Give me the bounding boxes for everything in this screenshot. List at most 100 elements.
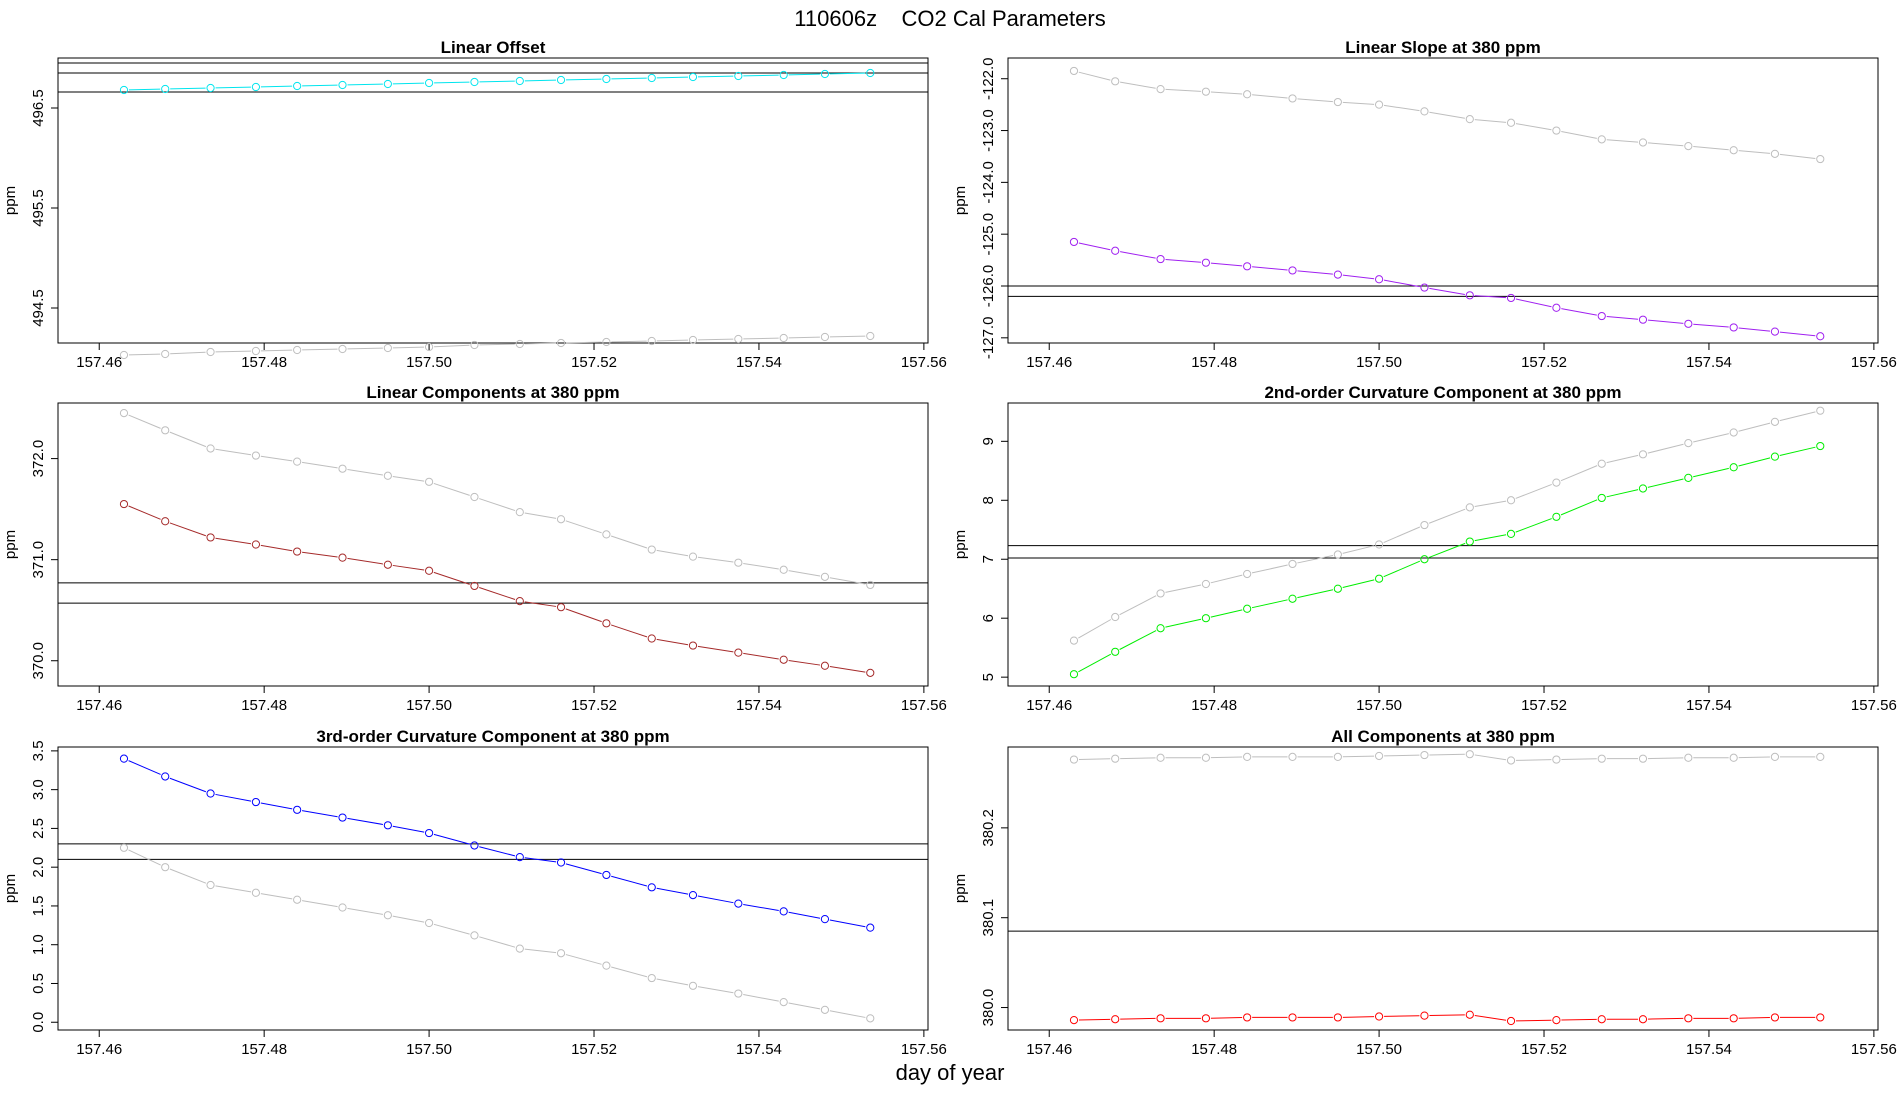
- x-tick-label: 157.56: [901, 354, 947, 371]
- data-point: [1465, 750, 1474, 759]
- series-segment: [1384, 1015, 1420, 1017]
- series-segment: [128, 414, 161, 429]
- data-point: [1638, 315, 1648, 324]
- data-point: [1638, 484, 1648, 493]
- series-segment: [611, 77, 647, 80]
- series-segment: [1078, 1018, 1111, 1021]
- y-tick-label: 3.5: [30, 740, 47, 761]
- data-point: [293, 547, 302, 556]
- data-point: [602, 530, 611, 539]
- x-tick-label: 157.56: [901, 697, 947, 714]
- x-tick-label: 157.46: [1026, 354, 1072, 371]
- y-tick-label: 380.1: [980, 899, 997, 937]
- data-point: [866, 668, 875, 677]
- data-point: [1729, 753, 1738, 762]
- series-segment: [1342, 755, 1375, 758]
- chart-panel-6: All Components at 380 ppm 157.46 157.48 157…: [952, 727, 1897, 1058]
- y-tick-label: -127.0: [980, 317, 997, 360]
- series-segment: [1210, 574, 1243, 584]
- series-segment: [1738, 457, 1771, 467]
- series-segment: [1078, 758, 1111, 760]
- data-point: [1069, 237, 1079, 247]
- series-segment: [1561, 1018, 1597, 1021]
- series-segment: [1647, 319, 1684, 324]
- series-segment: [347, 557, 383, 565]
- data-point: [1374, 751, 1384, 761]
- data-point: [820, 1005, 830, 1014]
- data-point: [1506, 756, 1516, 765]
- data-point: [1288, 94, 1297, 103]
- series-segment: [128, 505, 161, 520]
- data-point: [647, 634, 656, 643]
- data-point: [1069, 636, 1079, 645]
- series-segment: [215, 86, 251, 89]
- series-segment: [392, 476, 425, 482]
- series-segment: [302, 551, 338, 558]
- data-point: [293, 805, 302, 814]
- data-point: [866, 1014, 875, 1023]
- series-segment: [1342, 579, 1375, 589]
- y-axis-label: ppm: [952, 186, 969, 215]
- data-point: [1069, 670, 1079, 679]
- series-segment: [743, 903, 779, 912]
- series-segment: [1515, 518, 1552, 533]
- series-segment: [347, 907, 384, 915]
- data-point: [1465, 1010, 1474, 1019]
- data-point: [1816, 332, 1825, 341]
- data-point: [1243, 262, 1252, 271]
- data-point: [1729, 323, 1738, 332]
- data-point: [647, 973, 656, 983]
- x-tick-label: 157.50: [406, 697, 452, 714]
- series-segment: [1165, 618, 1202, 628]
- series-segment: [1606, 315, 1639, 320]
- data-point: [1156, 84, 1165, 94]
- data-point: [1374, 574, 1384, 583]
- chart-panel-3: Linear Components at 380 ppm 157.46 157.48…: [2, 383, 947, 714]
- series-segment: [479, 80, 515, 83]
- x-tick-label: 157.52: [571, 697, 617, 714]
- x-tick-label: 157.56: [1851, 1041, 1897, 1058]
- data-point: [1638, 450, 1648, 459]
- x-tick-label: 157.46: [76, 354, 122, 371]
- series-segment: [1693, 146, 1729, 151]
- data-point: [338, 464, 347, 473]
- data-point: [206, 789, 215, 798]
- series-segment: [1693, 433, 1729, 443]
- x-tick-label: 157.54: [1686, 354, 1732, 371]
- series-segment: [1474, 119, 1507, 123]
- data-point: [1333, 1013, 1342, 1022]
- plot-frame: [1007, 402, 1879, 687]
- series-segment: [434, 81, 470, 84]
- data-point: [515, 76, 524, 86]
- series-segment: [392, 564, 425, 571]
- data-point: [119, 85, 129, 95]
- y-tick-label: 1.5: [30, 896, 47, 917]
- data-point: [1243, 604, 1252, 613]
- series-segment: [215, 350, 251, 353]
- series-segment: [260, 455, 293, 462]
- series-segment: [215, 885, 252, 893]
- series-segment: [347, 83, 383, 86]
- data-point: [383, 560, 392, 569]
- data-point: [647, 883, 656, 892]
- data-point: [1684, 473, 1693, 482]
- data-point: [119, 350, 129, 360]
- data-point: [1111, 77, 1120, 86]
- series-segment: [656, 339, 688, 342]
- series-segment: [1738, 1017, 1770, 1019]
- series-segment: [128, 760, 161, 775]
- series-segment: [1078, 242, 1111, 251]
- series-segment: [829, 666, 866, 673]
- x-tick-label: 157.56: [1851, 354, 1897, 371]
- data-point: [1816, 441, 1825, 451]
- series-segment: [1738, 327, 1770, 332]
- x-tick-label: 157.46: [76, 1041, 122, 1058]
- series-segment: [1647, 142, 1684, 147]
- data-point: [1770, 327, 1780, 336]
- data-point: [1770, 149, 1780, 158]
- series-segment: [1647, 478, 1684, 488]
- data-point: [470, 340, 479, 350]
- series-segment: [215, 448, 252, 456]
- data-point: [734, 648, 743, 657]
- series-segment: [524, 342, 557, 345]
